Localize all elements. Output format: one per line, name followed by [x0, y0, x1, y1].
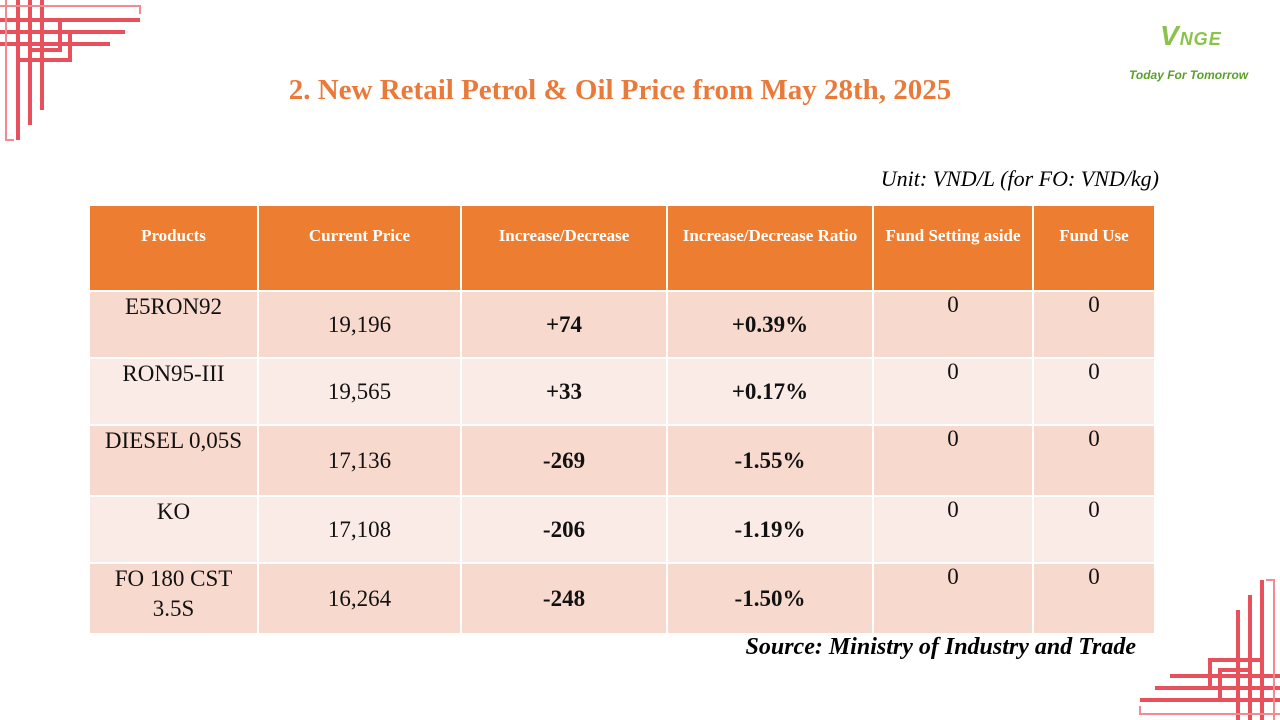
table-header-row: Products Current Price Increase/Decrease… — [90, 206, 1154, 291]
ratio-cell: -1.19% — [667, 495, 874, 563]
product-cell: E5RON92 — [90, 290, 259, 358]
column-header-current-price: Current Price — [258, 206, 462, 291]
price-cell: 19,196 — [258, 290, 462, 358]
change-cell: -206 — [461, 495, 668, 563]
column-header-fund-use: Fund Use — [1033, 206, 1154, 291]
table-row: FO 180 CST 3.5S 16,264 -248 -1.50% 0 0 — [90, 562, 1154, 633]
ratio-cell: -1.50% — [667, 562, 874, 633]
change-cell: +74 — [461, 290, 668, 358]
column-header-fund-setting: Fund Setting aside — [873, 206, 1034, 291]
column-header-products: Products — [90, 206, 259, 291]
column-header-ratio: Increase/Decrease Ratio — [667, 206, 874, 291]
table-row: RON95-III 19,565 +33 +0.17% 0 0 — [90, 357, 1154, 425]
corner-ornament-top-left — [0, 0, 141, 141]
fund-use-cell: 0 — [1033, 495, 1154, 563]
source-note: Source: Ministry of Industry and Trade — [745, 634, 1137, 660]
price-cell: 16,264 — [258, 562, 462, 633]
product-cell: FO 180 CST 3.5S — [90, 562, 259, 633]
company-logo: VNGE Today For Tomorrow — [1125, 18, 1265, 88]
price-cell: 17,108 — [258, 495, 462, 563]
price-table: Products Current Price Increase/Decrease… — [90, 206, 1154, 633]
fund-setting-cell: 0 — [873, 562, 1034, 633]
change-cell: -269 — [461, 424, 668, 496]
fund-use-cell: 0 — [1033, 357, 1154, 425]
ratio-cell: +0.17% — [667, 357, 874, 425]
fund-setting-cell: 0 — [873, 495, 1034, 563]
fund-use-cell: 0 — [1033, 562, 1154, 633]
fund-setting-cell: 0 — [873, 424, 1034, 496]
product-cell: KO — [90, 495, 259, 563]
product-cell: RON95-III — [90, 357, 259, 425]
change-cell: +33 — [461, 357, 668, 425]
product-cell: DIESEL 0,05S — [90, 424, 259, 496]
table-row: E5RON92 19,196 +74 +0.39% 0 0 — [90, 290, 1154, 358]
fund-setting-cell: 0 — [873, 290, 1034, 358]
fund-use-cell: 0 — [1033, 290, 1154, 358]
logo-mark: VNGE — [1160, 20, 1222, 51]
ratio-cell: +0.39% — [667, 290, 874, 358]
change-cell: -248 — [461, 562, 668, 633]
column-header-change: Increase/Decrease — [461, 206, 668, 291]
table-row: DIESEL 0,05S 17,136 -269 -1.55% 0 0 — [90, 424, 1154, 496]
logo-tagline: Today For Tomorrow — [1129, 68, 1249, 82]
ratio-cell: -1.55% — [667, 424, 874, 496]
price-cell: 17,136 — [258, 424, 462, 496]
corner-ornament-bottom-right — [1139, 579, 1280, 720]
slide-title: 2. New Retail Petrol & Oil Price from Ma… — [288, 74, 952, 106]
price-cell: 19,565 — [258, 357, 462, 425]
unit-note: Unit: VND/L (for FO: VND/kg) — [880, 166, 1159, 191]
table-row: KO 17,108 -206 -1.19% 0 0 — [90, 495, 1154, 563]
fund-use-cell: 0 — [1033, 424, 1154, 496]
fund-setting-cell: 0 — [873, 357, 1034, 425]
